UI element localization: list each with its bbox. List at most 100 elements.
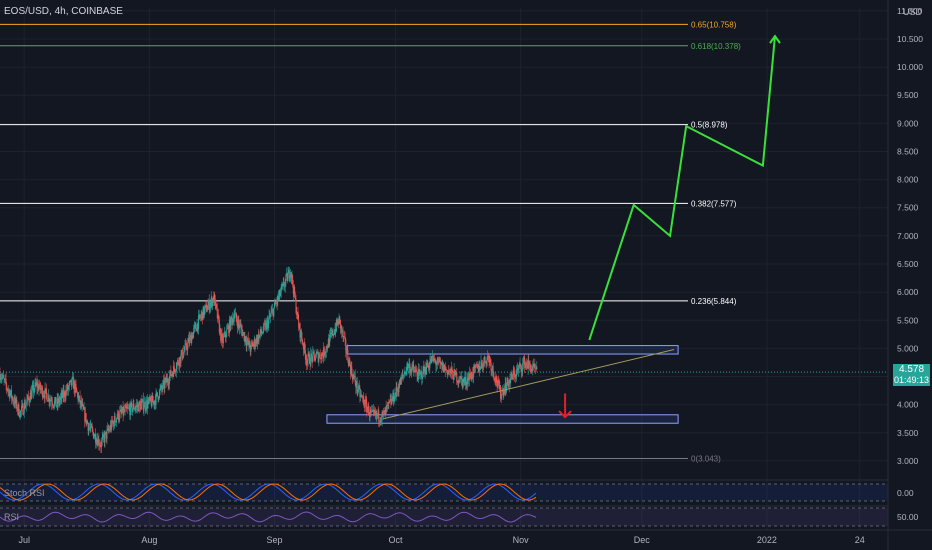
candle-body bbox=[73, 382, 75, 389]
candle-body bbox=[181, 349, 183, 359]
candle-body bbox=[528, 362, 530, 365]
candle-body bbox=[110, 425, 112, 430]
candle-body bbox=[298, 323, 300, 328]
candle-body bbox=[374, 410, 376, 414]
candle-body bbox=[163, 380, 165, 389]
candle-body bbox=[161, 388, 163, 390]
candle-body bbox=[162, 380, 164, 383]
candle-body bbox=[354, 375, 356, 378]
candle-body bbox=[490, 362, 492, 371]
candle-body bbox=[244, 336, 246, 341]
candle-body bbox=[29, 392, 31, 403]
candle-body bbox=[158, 390, 160, 399]
candle-body bbox=[436, 363, 438, 365]
candle-body bbox=[271, 309, 273, 311]
price-tick-label: 10.000 bbox=[897, 62, 923, 72]
candle-body bbox=[290, 272, 292, 278]
candle-body bbox=[206, 309, 208, 312]
candle-body bbox=[199, 317, 201, 319]
candle-body bbox=[469, 372, 471, 380]
candle-body bbox=[90, 424, 92, 428]
price-tick-label: 5.500 bbox=[897, 315, 919, 325]
price-tick-label: 3.500 bbox=[897, 428, 919, 438]
candle-body bbox=[254, 339, 256, 347]
candle-body bbox=[231, 319, 233, 324]
candle-body bbox=[389, 399, 391, 401]
candle-body bbox=[467, 376, 469, 385]
candle-body bbox=[208, 300, 210, 311]
candle-body bbox=[67, 385, 69, 390]
candle-body bbox=[207, 305, 209, 310]
candle-body bbox=[262, 331, 264, 333]
candle-body bbox=[91, 427, 93, 430]
candle-body bbox=[12, 401, 14, 403]
candle-body bbox=[341, 330, 343, 333]
candle-body bbox=[290, 272, 292, 278]
candle-body bbox=[154, 400, 156, 405]
candle-body bbox=[416, 372, 418, 377]
candle-body bbox=[3, 377, 5, 380]
candle-body bbox=[422, 366, 424, 378]
candle-body bbox=[504, 383, 506, 394]
candle-body bbox=[511, 373, 513, 377]
candle-body bbox=[390, 399, 392, 405]
candle-body bbox=[285, 274, 287, 281]
candle-body bbox=[378, 420, 380, 422]
price-axis[interactable]: 11.000 10.500 10.000 9.500 9.000 8.500 8.000 7.… bbox=[887, 0, 923, 550]
candle-body bbox=[509, 379, 511, 383]
candle-body bbox=[246, 340, 248, 346]
candle-body bbox=[103, 434, 105, 437]
candle-body bbox=[83, 408, 85, 410]
fib-retracement[interactable]: 0.65(10.758) 0.618(10.378) 0.5(8.978) 0.382… bbox=[0, 20, 741, 464]
candle-body bbox=[536, 367, 538, 370]
candle-body bbox=[408, 363, 410, 366]
candle-body bbox=[210, 297, 212, 303]
drawings[interactable] bbox=[383, 34, 781, 420]
candle-body bbox=[391, 399, 393, 401]
candle-body bbox=[397, 390, 399, 392]
time-tick-label: Aug bbox=[141, 535, 157, 545]
candle-body bbox=[143, 407, 145, 411]
candle-body bbox=[479, 365, 481, 371]
candle-body bbox=[47, 395, 49, 401]
candle-body bbox=[101, 440, 103, 448]
candle-body bbox=[494, 380, 496, 382]
candle-body bbox=[402, 374, 404, 376]
candle-body bbox=[399, 379, 401, 388]
time-axis[interactable]: Jul Aug Sep Oct Nov Dec 2022 24 bbox=[0, 529, 932, 545]
candle-body bbox=[249, 348, 251, 352]
candle-body bbox=[48, 395, 50, 402]
candle-body bbox=[337, 321, 339, 325]
candle-body bbox=[223, 335, 225, 337]
candle-body bbox=[534, 363, 536, 369]
candle-body bbox=[327, 347, 329, 349]
candle-body bbox=[37, 384, 39, 391]
rsi-label[interactable]: RSI bbox=[4, 512, 20, 522]
candle-body bbox=[165, 377, 167, 383]
candle-body bbox=[311, 356, 313, 362]
candle-body bbox=[234, 313, 236, 317]
candle-body bbox=[497, 379, 499, 387]
candle-body bbox=[318, 356, 320, 362]
candle-body bbox=[404, 371, 406, 375]
range-rectangles[interactable] bbox=[326, 345, 679, 424]
candle-body bbox=[477, 364, 479, 368]
candle-body bbox=[179, 357, 181, 367]
candle-body bbox=[227, 325, 229, 329]
candle-body bbox=[16, 409, 18, 411]
candle-body bbox=[300, 330, 302, 338]
candle-body bbox=[532, 364, 534, 370]
candle-body bbox=[104, 433, 106, 443]
candle-body bbox=[491, 369, 493, 371]
candle-body bbox=[397, 390, 399, 393]
candle-body bbox=[112, 422, 114, 423]
candle-body bbox=[488, 356, 490, 363]
candle-body bbox=[190, 335, 192, 344]
candle-body bbox=[261, 333, 263, 334]
candle-body bbox=[70, 379, 72, 386]
stoch-rsi-label[interactable]: Stoch RSI bbox=[4, 488, 45, 498]
candle-body bbox=[220, 328, 222, 341]
candle-body bbox=[352, 374, 354, 380]
symbol-title[interactable]: EOS/USD, 4h, COINBASE bbox=[4, 6, 123, 17]
